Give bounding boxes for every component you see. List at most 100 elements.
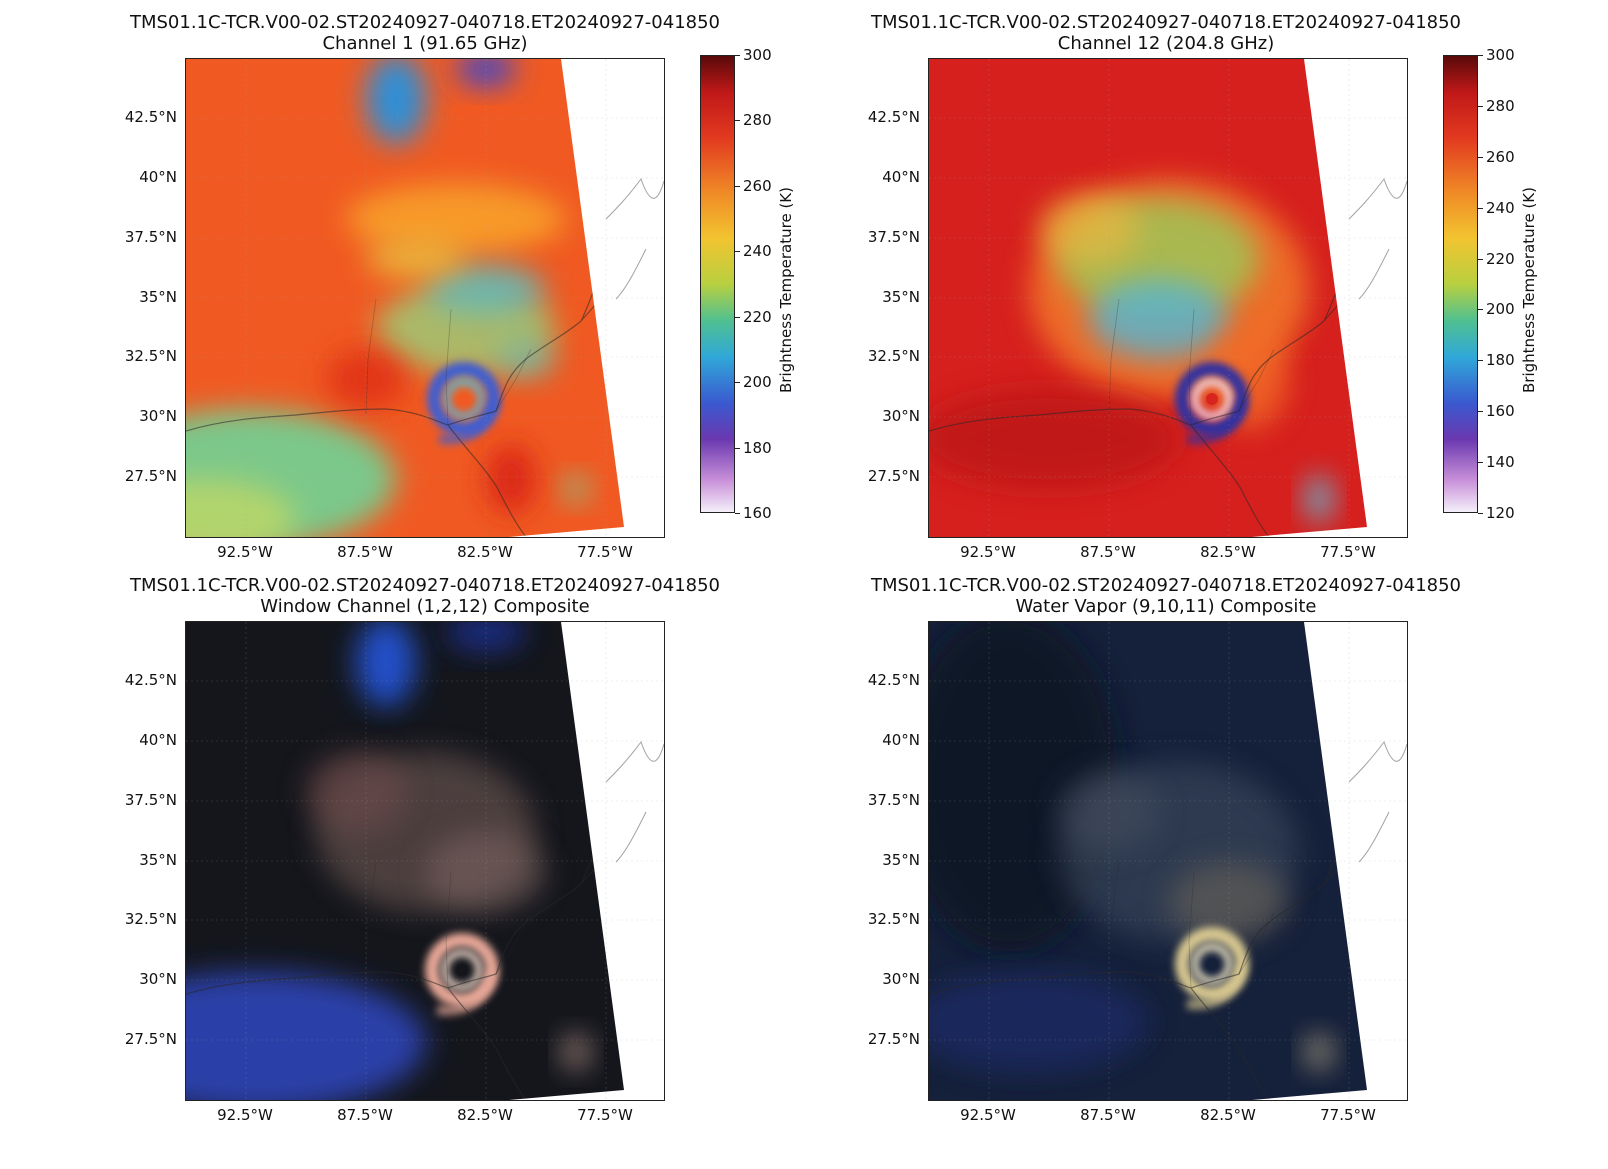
state-borders [1108,298,1275,426]
colorbar-tick-label: 180 [743,438,772,457]
east-coastline [605,740,664,863]
colorbar-tick-mark [735,382,740,384]
map-panel-ch1[interactable] [185,58,665,538]
lon-label: 87.5°W [337,543,393,561]
map-panel-window[interactable] [185,621,665,1101]
colorbar-tick-label: 120 [1486,504,1515,522]
colorbar-tick-label: 220 [743,307,772,326]
lon-label: 92.5°W [960,543,1016,561]
cloud-band-blob [1305,1034,1333,1070]
lat-label: 42.5°N [124,108,177,126]
warm-blob [486,444,536,514]
colorbar-tick-label: 300 [743,46,772,64]
colorbar-tick-mark [1478,55,1483,56]
hurricane-spiral [442,950,482,990]
lat-label: 37.5°N [124,228,177,246]
colorbar-tick-label: 240 [743,242,772,261]
colorbar-tick-mark [735,513,740,514]
lat-label: 32.5°N [867,910,920,928]
lon-label: 82.5°W [457,1106,513,1124]
colorbar-tick-mark [735,55,740,56]
gulf-blob [929,972,1149,1072]
lat-label: 32.5°N [867,347,920,365]
colorbar-tick-label: 200 [1486,300,1515,319]
gulf-blob [186,479,296,537]
cloud-band-blob [562,475,590,503]
lon-label: 87.5°W [337,1106,393,1124]
colorbar-tick-label: 280 [743,111,772,130]
lon-label: 87.5°W [1080,543,1136,561]
colorbar-tick-mark [735,447,740,449]
hurricane-eye [458,393,470,405]
lon-label: 82.5°W [1200,543,1256,561]
lat-label: 37.5°N [867,228,920,246]
lat-label: 40°N [139,168,177,186]
gulf-blob [186,972,426,1100]
gulf-blob [186,409,396,537]
lat-label: 42.5°N [867,108,920,126]
east-coastline [1348,177,1407,300]
lat-label: 35°N [139,851,177,869]
cloud-band-blob [426,264,546,314]
colorbar-tick-mark [735,316,740,318]
map-image [929,59,1407,537]
lat-label: 35°N [882,851,920,869]
panel-title: TMS01.1C-TCR.V00-02.ST20240927-040718.ET… [870,12,1462,33]
lat-label: 30°N [139,970,177,988]
lon-label: 82.5°W [457,543,513,561]
colorbar [1443,55,1478,513]
colorbar-tick-label: 260 [743,176,772,195]
colorbar-tick-mark [1478,309,1483,311]
cloud-band-blob [426,832,546,912]
colorbar-tick-label: 140 [1486,453,1515,472]
state-borders [365,298,532,426]
cloud-band-blob [1169,862,1289,942]
colorbar-tick-label: 160 [1486,402,1515,421]
colorbar-tick-mark [735,251,740,253]
colorbar-tick-label: 180 [1486,351,1515,370]
colorbar-tick-mark [735,185,740,187]
lat-label: 32.5°N [124,910,177,928]
colorbar-label: Brightness Temperature (K) [777,187,795,393]
hurricane-spiral [444,379,484,419]
lat-label: 42.5°N [867,671,920,689]
lat-label: 30°N [882,407,920,425]
map-panel-ch12[interactable] [928,58,1408,538]
colorbar-tick-label: 200 [743,373,772,392]
lon-label: 87.5°W [1080,1106,1136,1124]
colorbar-tick-mark [1478,258,1483,260]
east-coastline [605,177,664,300]
cold-cloud-blob [356,622,416,707]
cloud-band-blob [1089,279,1229,359]
panel-title: TMS01.1C-TCR.V00-02.ST20240927-040718.ET… [870,575,1462,596]
lat-label: 27.5°N [124,1030,177,1048]
colorbar-tick-mark [1478,207,1483,209]
colorbar-tick-mark [1478,462,1483,464]
lat-label: 40°N [139,731,177,749]
lon-label: 77.5°W [577,543,633,561]
lat-label: 37.5°N [124,791,177,809]
colorbar-tick-label: 260 [1486,147,1515,166]
colorbar-tick-mark [1478,360,1483,362]
panel-title: TMS01.1C-TCR.V00-02.ST20240927-040718.ET… [129,12,721,33]
cloud-band-blob [1059,772,1159,852]
colorbar-tick-mark [735,120,740,122]
colorbar-tick-label: 160 [743,504,772,522]
lat-label: 42.5°N [124,671,177,689]
lat-label: 30°N [882,970,920,988]
cloud-band-blob [1305,475,1333,523]
lon-label: 92.5°W [960,1106,1016,1124]
cold-cloud-blob [456,59,516,87]
colorbar-label: Brightness Temperature (K) [1520,187,1538,393]
colorbar-tick-mark [1478,411,1483,413]
cloud-band-blob [366,239,466,279]
map-panel-wv[interactable] [928,621,1408,1101]
panel-subtitle: Channel 12 (204.8 GHz) [1057,33,1275,54]
lon-label: 82.5°W [1200,1106,1256,1124]
colorbar-tick-label: 220 [1486,249,1515,268]
colorbar [700,55,735,513]
cloud-band-blob [562,1034,590,1070]
panel-title: TMS01.1C-TCR.V00-02.ST20240927-040718.ET… [129,575,721,596]
lat-label: 37.5°N [867,791,920,809]
map-image [186,59,664,537]
